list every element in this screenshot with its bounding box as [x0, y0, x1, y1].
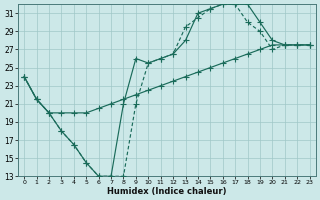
X-axis label: Humidex (Indice chaleur): Humidex (Indice chaleur)	[107, 187, 227, 196]
